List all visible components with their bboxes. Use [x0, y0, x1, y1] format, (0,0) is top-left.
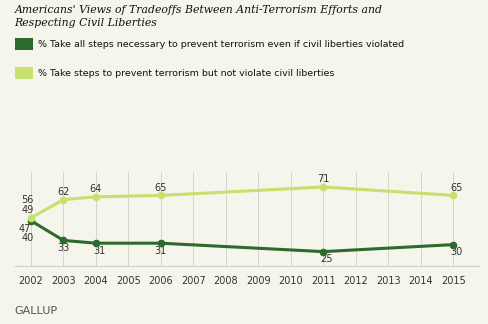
Text: 25: 25: [320, 254, 332, 264]
Text: 62: 62: [57, 187, 69, 197]
Text: GALLUP: GALLUP: [15, 306, 58, 316]
Text: 31: 31: [93, 246, 105, 256]
Text: 64: 64: [90, 184, 102, 194]
Text: 56: 56: [21, 195, 34, 205]
Text: % Take all steps necessary to prevent terrorism even if civil liberties violated: % Take all steps necessary to prevent te…: [38, 40, 404, 49]
Text: 47: 47: [18, 224, 31, 234]
Text: 49: 49: [21, 205, 34, 215]
Text: 31: 31: [154, 246, 166, 256]
Text: 40: 40: [21, 233, 34, 243]
Text: 65: 65: [154, 183, 167, 192]
Text: % Take steps to prevent terrorism but not violate civil liberties: % Take steps to prevent terrorism but no…: [38, 69, 334, 78]
Text: 30: 30: [449, 248, 462, 257]
Text: 71: 71: [316, 174, 329, 184]
Text: 65: 65: [449, 183, 462, 192]
Text: Americans' Views of Tradeoffs Between Anti-Terrorism Efforts and: Americans' Views of Tradeoffs Between An…: [15, 5, 382, 15]
Text: Respecting Civil Liberties: Respecting Civil Liberties: [15, 18, 157, 28]
Text: 33: 33: [57, 243, 69, 253]
